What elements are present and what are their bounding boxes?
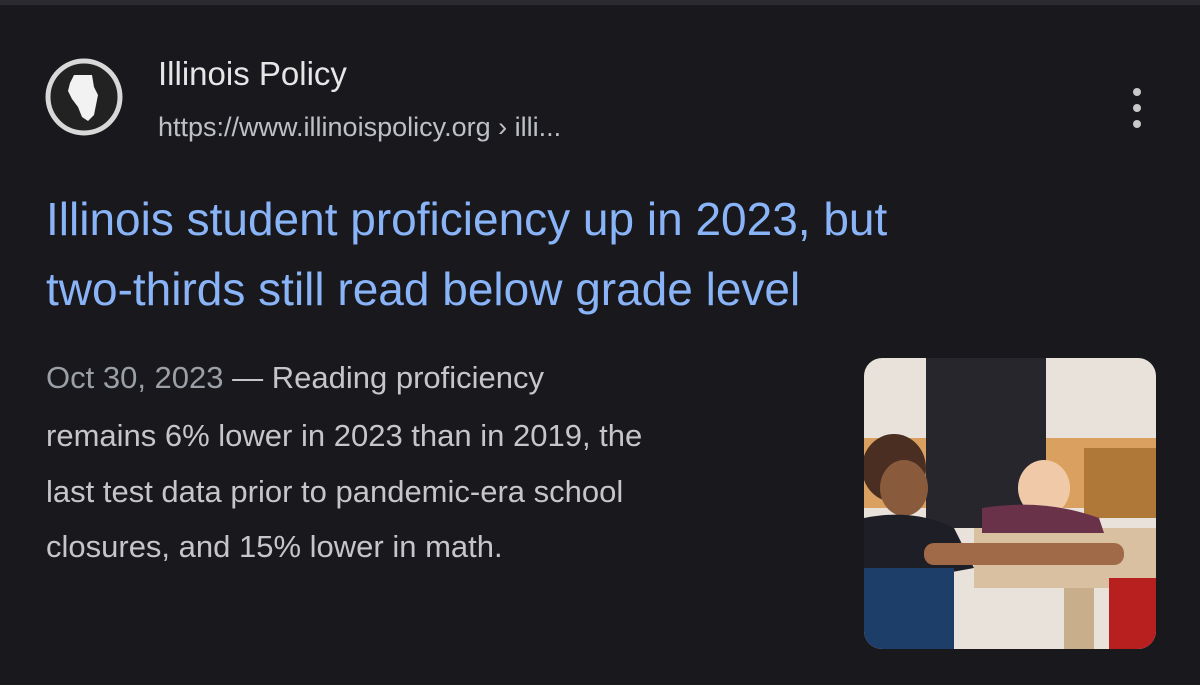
snippet-text: — Reading proficiency (232, 360, 545, 395)
menu-dot[interactable] (1133, 104, 1141, 112)
result-title[interactable]: two-thirds still read below grade level (46, 263, 801, 315)
site-url[interactable]: https://www.illinoispolicy.org › illi... (158, 112, 562, 142)
site-name[interactable]: Illinois Policy (158, 55, 347, 92)
result-title[interactable]: Illinois student proficiency up in 2023,… (46, 193, 888, 245)
snippet-text: closures, and 15% lower in math. (46, 529, 503, 564)
snippet-text: remains 6% lower in 2023 than in 2019, t… (46, 418, 643, 453)
result-date: Oct 30, 2023 (46, 360, 224, 395)
top-border (0, 0, 1200, 5)
snippet-text: last test data prior to pandemic-era sch… (46, 474, 624, 509)
thumbnail[interactable] (864, 358, 1156, 649)
menu-dot[interactable] (1133, 120, 1141, 128)
menu-dot[interactable] (1133, 88, 1141, 96)
favicon (45, 58, 123, 136)
